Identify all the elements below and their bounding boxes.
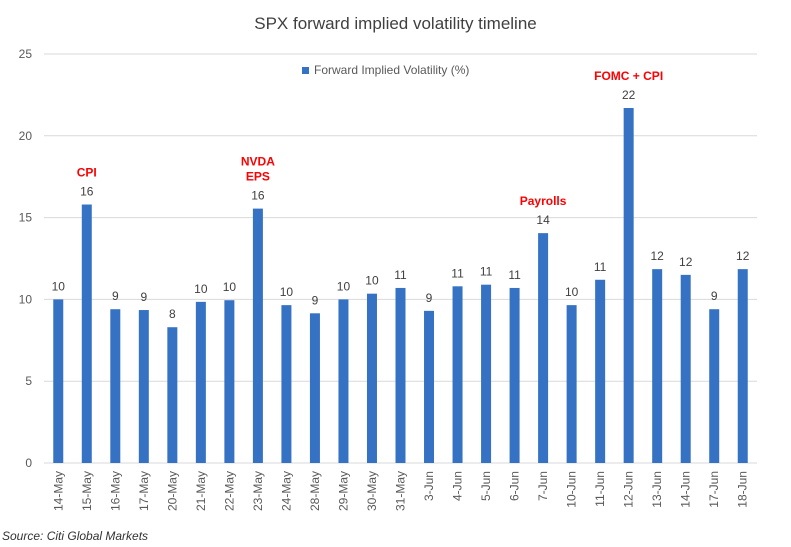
y-tick-label: 0: [25, 456, 32, 470]
legend: Forward Implied Volatility (%): [302, 63, 469, 77]
x-tick-label: 21-May: [194, 471, 208, 511]
bar: [595, 279, 606, 463]
x-tick-label: 30-May: [365, 471, 379, 511]
data-label: 9: [112, 289, 119, 303]
data-label: 12: [651, 249, 665, 263]
data-label: 10: [223, 280, 237, 294]
data-label: 16: [80, 185, 94, 199]
x-tick-label: 24-May: [279, 471, 293, 511]
bar: [395, 287, 406, 463]
source-note: Source: Citi Global Markets: [2, 529, 149, 543]
data-label: 12: [679, 255, 693, 269]
bar: [53, 299, 64, 463]
y-tick-label: 25: [19, 47, 33, 61]
x-tick-label: 10-Jun: [565, 471, 579, 508]
bar: [680, 274, 691, 463]
x-tick-label: 17-Jun: [707, 471, 721, 508]
data-label: 10: [280, 285, 294, 299]
bar: [737, 269, 748, 463]
data-label: 9: [711, 289, 718, 303]
event-annotation: CPI: [77, 166, 97, 180]
x-tick-label: 18-Jun: [736, 471, 750, 508]
bar: [195, 301, 206, 463]
y-tick-label: 10: [19, 292, 33, 306]
bar: [167, 327, 178, 463]
chart-title: SPX forward implied volatility timeline: [254, 14, 537, 33]
bar: [481, 284, 492, 463]
x-tick-label: 31-May: [394, 471, 408, 511]
bar: [709, 309, 720, 463]
bar: [424, 310, 435, 463]
x-tick-label: 14-May: [51, 471, 65, 511]
x-tick-label: 29-May: [336, 471, 350, 511]
data-label: 22: [622, 88, 636, 102]
x-tick-label: 13-Jun: [650, 471, 664, 508]
x-tick-label: 28-May: [308, 471, 322, 511]
data-label: 16: [251, 189, 265, 203]
bar: [566, 305, 577, 463]
legend-swatch: [302, 66, 309, 74]
data-label: 11: [451, 266, 464, 280]
x-tick-label: 22-May: [222, 471, 236, 511]
x-tick-label: 20-May: [165, 471, 179, 511]
data-label: 10: [194, 282, 208, 296]
data-label: 8: [169, 307, 176, 321]
y-tick-label: 15: [19, 211, 33, 225]
event-annotation: NVDA: [241, 155, 275, 169]
bar: [366, 293, 377, 463]
bar: [281, 305, 292, 463]
bar: [252, 208, 263, 463]
x-tick-label: 17-May: [137, 471, 151, 511]
bar: [623, 107, 634, 463]
x-tick-label: 11-Jun: [593, 471, 607, 507]
bar: [309, 313, 320, 463]
event-annotation: FOMC + CPI: [594, 69, 663, 83]
x-tick-label: 16-May: [108, 471, 122, 511]
legend-label: Forward Implied Volatility (%): [314, 63, 470, 77]
data-label: 11: [480, 265, 493, 279]
bar: [338, 299, 349, 463]
data-label: 9: [312, 293, 319, 307]
bar: [110, 309, 121, 463]
x-tick-label: 12-Jun: [622, 471, 636, 508]
data-label: 14: [536, 213, 550, 227]
y-tick-label: 5: [25, 374, 32, 388]
x-tick-label: 3-Jun: [422, 471, 436, 501]
bar: [452, 286, 463, 463]
x-tick-label: 15-May: [80, 471, 94, 511]
event-annotation: Payrolls: [520, 194, 567, 208]
bar: [81, 204, 92, 463]
data-label: 9: [140, 290, 147, 304]
x-tick-label: 7-Jun: [536, 471, 550, 501]
data-label: 12: [736, 249, 750, 263]
bar: [652, 269, 663, 463]
bar: [138, 310, 149, 463]
data-label: 11: [394, 268, 407, 282]
x-tick-label: 4-Jun: [451, 471, 465, 501]
bar: [509, 287, 520, 463]
bar: [224, 300, 235, 463]
data-label: 10: [365, 274, 379, 288]
data-label: 10: [565, 285, 579, 299]
bar: [538, 233, 549, 463]
data-label: 9: [426, 291, 433, 305]
event-annotation: EPS: [246, 170, 270, 184]
y-tick-label: 20: [19, 129, 33, 143]
x-tick-label: 14-Jun: [679, 471, 693, 508]
data-label: 10: [52, 279, 66, 293]
data-label: 11: [508, 268, 521, 282]
x-tick-label: 23-May: [251, 471, 265, 511]
data-label: 10: [337, 279, 351, 293]
data-label: 11: [594, 260, 607, 274]
x-tick-label: 5-Jun: [479, 471, 493, 501]
x-tick-label: 6-Jun: [508, 471, 522, 501]
